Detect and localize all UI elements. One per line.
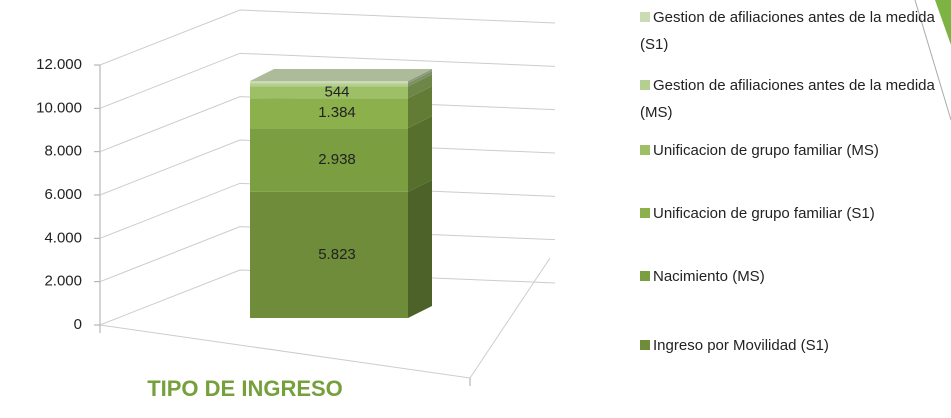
data-label: 5.823 bbox=[318, 246, 356, 263]
grid-line bbox=[99, 269, 556, 326]
corner-decoration bbox=[935, 0, 951, 45]
bar-segment bbox=[250, 98, 408, 129]
grid-line bbox=[99, 96, 556, 153]
bar-segment bbox=[250, 80, 408, 84]
bar-segment-side bbox=[408, 116, 432, 192]
data-label: 1.384 bbox=[318, 104, 356, 121]
bar-segment bbox=[250, 83, 408, 87]
bar-segment-side bbox=[408, 71, 432, 87]
legend-label: Unificacion de grupo familiar (MS) bbox=[653, 142, 879, 159]
legend-label: Gestion de afiliaciones antes de la medi… bbox=[640, 77, 935, 121]
bar-segment bbox=[250, 128, 408, 192]
legend-entry: Gestion de afiliaciones antes de la medi… bbox=[640, 4, 946, 58]
legend-swatch bbox=[640, 12, 650, 22]
grid-line bbox=[99, 226, 556, 283]
bar-segment-side bbox=[408, 68, 432, 84]
data-label: 2.938 bbox=[318, 151, 356, 168]
y-tick-label: 12.000 bbox=[36, 56, 82, 73]
legend-entry: Unificacion de grupo familiar (MS) bbox=[640, 137, 946, 164]
y-tick-label: 8.000 bbox=[44, 143, 82, 160]
legend-swatch bbox=[640, 340, 650, 350]
legend-swatch bbox=[640, 145, 650, 155]
legend-entry: Unificacion de grupo familiar (S1) bbox=[640, 200, 946, 227]
legend-swatch bbox=[640, 80, 650, 90]
bar-top bbox=[250, 68, 432, 81]
corner-line bbox=[914, 0, 951, 121]
bar-segment bbox=[250, 191, 408, 318]
grid-line bbox=[99, 182, 556, 239]
y-tick-label: 0 bbox=[74, 316, 82, 333]
y-tick-label: 4.000 bbox=[44, 229, 82, 246]
bar-segment bbox=[250, 86, 408, 99]
grid-line bbox=[99, 9, 556, 66]
grid-line bbox=[99, 52, 556, 109]
legend-swatch bbox=[640, 271, 650, 281]
legend-label: Gestion de afiliaciones antes de la medi… bbox=[640, 9, 935, 53]
bar-segment-side bbox=[408, 86, 432, 129]
y-tick-label: 2.000 bbox=[44, 273, 82, 290]
legend-entry: Nacimiento (MS) bbox=[640, 263, 946, 290]
legend-label: Ingreso por Movilidad (S1) bbox=[653, 337, 829, 354]
legend-entry: Ingreso por Movilidad (S1) bbox=[640, 332, 946, 359]
bar-segment-side bbox=[408, 179, 432, 318]
bar-segment-side bbox=[408, 74, 432, 99]
legend-entry: Gestion de afiliaciones antes de la medi… bbox=[640, 72, 946, 126]
legend-label: Nacimiento (MS) bbox=[653, 268, 765, 285]
y-tick-label: 10.000 bbox=[36, 99, 82, 116]
grid-line bbox=[99, 139, 556, 196]
data-label: 544 bbox=[324, 83, 349, 100]
y-tick-label: 6.000 bbox=[44, 186, 82, 203]
legend-swatch bbox=[640, 208, 650, 218]
legend-label: Unificacion de grupo familiar (S1) bbox=[653, 205, 875, 222]
chart-title: TIPO DE INGRESO bbox=[147, 376, 343, 401]
